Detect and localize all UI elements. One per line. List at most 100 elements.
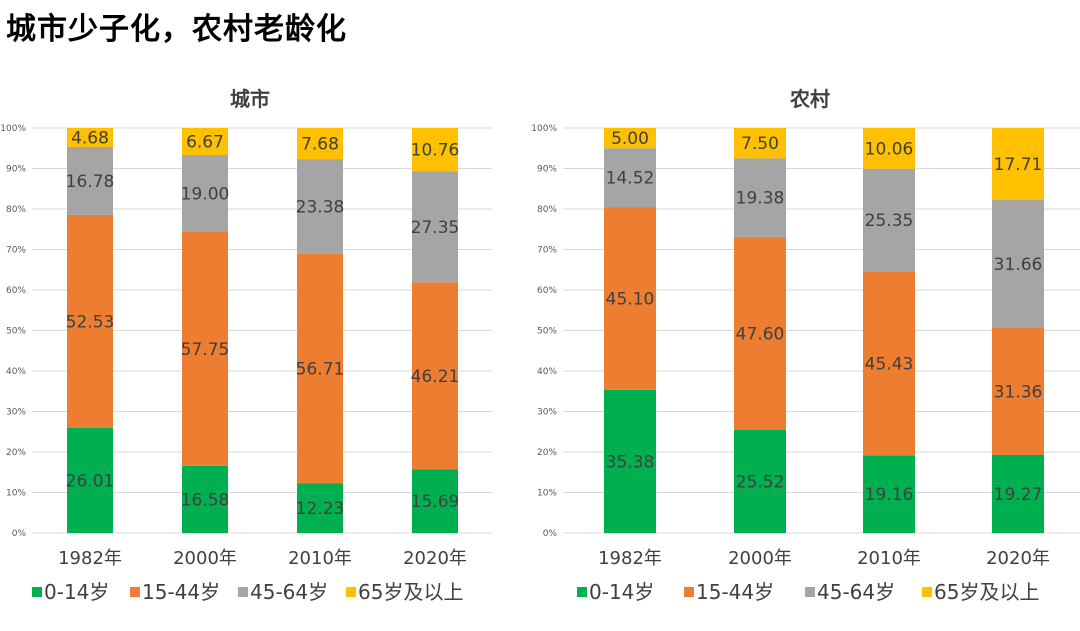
rural-legend-label-0: 0-14岁 bbox=[589, 580, 654, 604]
city-data-label-3-1: 46.21 bbox=[411, 367, 460, 387]
city-chart: 城市 0% 10% 20% 30% 40% 50% 60% 70% 80% 90% 100% 26.01… bbox=[0, 87, 492, 604]
rural-legend-swatch-3 bbox=[922, 587, 932, 597]
rural-bar-3-seg-1 bbox=[992, 327, 1044, 455]
rural-y-tick-6: 60% bbox=[537, 286, 557, 296]
rural-bar-0-seg-1 bbox=[604, 207, 656, 390]
rural-chart-title: 农村 bbox=[789, 87, 830, 111]
city-legend-label-3: 65岁及以上 bbox=[358, 580, 463, 604]
rural-x-tick-3: 2020年 bbox=[986, 548, 1050, 569]
rural-bar-1-seg-0 bbox=[734, 429, 786, 533]
rural-bar-0-seg-2 bbox=[604, 148, 656, 208]
city-bar-0-seg-3 bbox=[67, 128, 113, 147]
city-bar-0-seg-1 bbox=[67, 214, 113, 428]
city-y-tick-7: 70% bbox=[6, 246, 26, 256]
city-bar-2-seg-2 bbox=[297, 159, 343, 254]
city-bar-3-seg-2 bbox=[412, 171, 458, 283]
rural-x-tick-2: 2010年 bbox=[857, 548, 921, 569]
city-legend-swatch-3 bbox=[346, 587, 356, 597]
city-data-label-3-3: 10.76 bbox=[411, 141, 460, 161]
rural-legend-label-1: 15-44岁 bbox=[696, 580, 774, 604]
rural-bar-2-seg-2 bbox=[863, 168, 915, 272]
rural-y-tick-7: 70% bbox=[537, 246, 557, 256]
rural-data-label-2-2: 25.35 bbox=[865, 211, 914, 231]
rural-data-label-0-0: 35.38 bbox=[606, 452, 655, 472]
city-bar-0-seg-2 bbox=[67, 146, 113, 215]
rural-bar-0-seg-3 bbox=[604, 128, 656, 149]
city-y-tick-8: 80% bbox=[6, 205, 26, 215]
city-data-label-0-3: 4.68 bbox=[71, 128, 109, 148]
rural-data-label-2-3: 10.06 bbox=[865, 139, 914, 159]
city-bar-2-seg-1 bbox=[297, 253, 343, 484]
rural-bar-1-seg-1 bbox=[734, 236, 786, 430]
city-bar-1-seg-0 bbox=[182, 465, 228, 533]
city-bar-1-seg-1 bbox=[182, 231, 228, 466]
city-data-label-1-1: 57.75 bbox=[181, 340, 230, 360]
rural-data-label-0-3: 5.00 bbox=[611, 129, 649, 149]
rural-bar-3-seg-0 bbox=[992, 454, 1044, 533]
city-y-tick-2: 20% bbox=[6, 448, 26, 458]
rural-y-tick-5: 50% bbox=[537, 327, 557, 337]
city-y-tick-3: 30% bbox=[6, 408, 26, 418]
rural-y-tick-9: 90% bbox=[537, 165, 557, 175]
city-legend-label-2: 45-64岁 bbox=[250, 580, 328, 604]
rural-y-tick-3: 30% bbox=[537, 408, 557, 418]
city-data-label-3-0: 15.69 bbox=[411, 492, 460, 512]
rural-y-tick-4: 40% bbox=[537, 367, 557, 377]
rural-legend-label-3: 65岁及以上 bbox=[934, 580, 1039, 604]
city-data-label-0-1: 52.53 bbox=[66, 312, 115, 332]
city-chart-title: 城市 bbox=[230, 87, 270, 111]
city-data-label-1-3: 6.67 bbox=[186, 133, 224, 153]
rural-data-label-3-3: 17.71 bbox=[994, 155, 1043, 175]
city-y-tick-4: 40% bbox=[6, 367, 26, 377]
rural-y-tick-2: 20% bbox=[537, 448, 557, 458]
rural-data-label-3-1: 31.36 bbox=[994, 382, 1043, 402]
rural-chart: 农村 0% 10% 20% 30% 40% 50% 60% 70% 80% 90% 100% 35.38… bbox=[531, 87, 1080, 604]
rural-legend-swatch-0 bbox=[577, 587, 587, 597]
city-legend-swatch-0 bbox=[32, 587, 42, 597]
city-y-tick-9: 90% bbox=[6, 165, 26, 175]
rural-data-label-1-0: 25.52 bbox=[736, 472, 785, 492]
rural-y-tick-0: 0% bbox=[543, 529, 558, 539]
city-y-tick-10: 100% bbox=[0, 124, 26, 134]
city-legend-label-1: 15-44岁 bbox=[142, 580, 220, 604]
city-legend-swatch-2 bbox=[238, 587, 248, 597]
rural-bar-1-seg-3 bbox=[734, 128, 786, 159]
city-bar-1-seg-2 bbox=[182, 155, 228, 232]
city-legend-label-0: 0-14岁 bbox=[44, 580, 109, 604]
city-bar-3-seg-3 bbox=[412, 127, 458, 172]
city-data-label-0-0: 26.01 bbox=[66, 471, 115, 491]
city-x-tick-1: 2000年 bbox=[173, 548, 237, 569]
city-bar-1-seg-3 bbox=[182, 128, 228, 156]
city-bar-2-seg-0 bbox=[297, 483, 343, 533]
rural-bar-3-seg-3 bbox=[992, 128, 1044, 200]
rural-data-label-3-0: 19.27 bbox=[994, 485, 1043, 505]
city-y-tick-0: 0% bbox=[12, 529, 27, 539]
city-bar-2-seg-3 bbox=[297, 128, 343, 160]
city-x-tick-0: 1982年 bbox=[58, 548, 122, 569]
rural-data-label-1-2: 19.38 bbox=[736, 189, 785, 209]
city-bar-0-seg-0 bbox=[67, 427, 113, 533]
city-data-label-2-1: 56.71 bbox=[296, 360, 345, 380]
city-bar-3-seg-1 bbox=[412, 282, 458, 470]
rural-y-tick-8: 80% bbox=[537, 205, 557, 215]
city-data-label-3-2: 27.35 bbox=[411, 218, 460, 238]
city-y-tick-5: 50% bbox=[6, 327, 26, 337]
rural-legend-label-2: 45-64岁 bbox=[817, 580, 895, 604]
city-legend-swatch-1 bbox=[130, 587, 140, 597]
city-x-tick-3: 2020年 bbox=[403, 548, 467, 569]
rural-bar-2-seg-1 bbox=[863, 271, 915, 456]
city-data-label-0-2: 16.78 bbox=[66, 172, 115, 192]
rural-bar-1-seg-2 bbox=[734, 158, 786, 237]
rural-y-tick-1: 10% bbox=[537, 489, 557, 499]
city-data-label-1-2: 19.00 bbox=[181, 184, 230, 204]
rural-bar-0-seg-0 bbox=[604, 389, 656, 533]
city-data-label-2-3: 7.68 bbox=[301, 135, 339, 155]
city-x-tick-2: 2010年 bbox=[288, 548, 352, 569]
rural-legend-swatch-1 bbox=[684, 587, 694, 597]
rural-bar-2-seg-3 bbox=[863, 128, 915, 169]
city-data-label-1-0: 16.58 bbox=[181, 490, 230, 510]
rural-data-label-0-1: 45.10 bbox=[606, 289, 655, 309]
rural-data-label-1-3: 7.50 bbox=[741, 134, 779, 154]
city-data-label-2-0: 12.23 bbox=[296, 499, 345, 519]
rural-y-tick-10: 100% bbox=[531, 124, 557, 134]
